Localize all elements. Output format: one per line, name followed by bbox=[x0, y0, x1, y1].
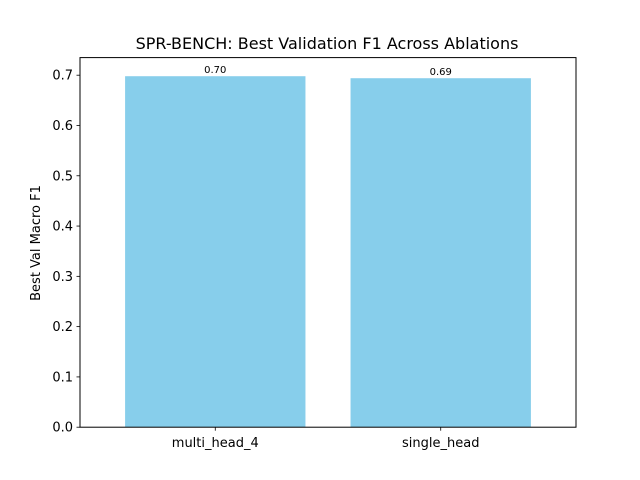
bar-multi_head_4 bbox=[125, 76, 306, 428]
y-tick-label: 0.0 bbox=[52, 421, 73, 436]
x-tick-label: single_head bbox=[402, 436, 479, 451]
plot-frame bbox=[79, 57, 577, 428]
data-label-multi_head_4: 0.70 bbox=[204, 65, 226, 76]
y-tick-label: 0.5 bbox=[52, 169, 73, 184]
y-tick-label: 0.2 bbox=[52, 320, 73, 335]
x-axis-ticks: multi_head_4 single_head bbox=[172, 427, 479, 451]
chart-title: SPR-BENCH: Best Validation F1 Across Abl… bbox=[136, 34, 519, 53]
bar-single_head bbox=[350, 78, 531, 428]
y-axis-label: Best Val Macro F1 bbox=[29, 185, 44, 301]
y-tick-label: 0.3 bbox=[52, 270, 73, 285]
y-tick-label: 0.1 bbox=[52, 370, 73, 385]
x-tick-label: multi_head_4 bbox=[172, 436, 259, 451]
y-axis-ticks: 0.0 0.1 0.2 0.3 0.4 0.5 0.6 0.7 bbox=[52, 69, 80, 436]
y-tick-label: 0.6 bbox=[52, 119, 73, 134]
bars-layer: 0.70 0.69 bbox=[125, 65, 531, 428]
data-label-single_head: 0.69 bbox=[430, 67, 452, 78]
y-tick-label: 0.4 bbox=[52, 220, 73, 235]
y-tick-label: 0.7 bbox=[52, 69, 73, 84]
